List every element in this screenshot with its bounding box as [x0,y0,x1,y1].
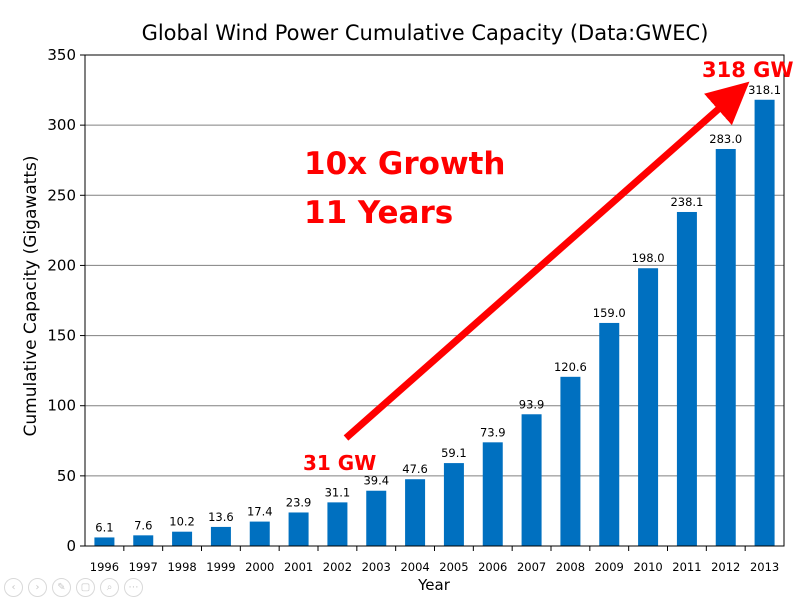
bar-value-label: 238.1 [670,195,703,209]
y-tick-label: 0 [66,537,76,555]
bar-2009 [599,322,620,546]
more-button[interactable]: ⋯ [124,578,143,597]
x-tick-label: 2009 [595,560,624,574]
x-tick-label: 2003 [362,560,391,574]
x-tick-label: 2007 [517,560,546,574]
bar-1999 [210,526,231,546]
bar-value-label: 13.6 [208,510,234,524]
bar-2004 [405,479,426,546]
bar-value-labels: 6.1 7.6 10.2 13.6 17.4 23.9 31.1 39.4 47.6 59.1 73… [95,83,781,535]
x-tick-label: 2005 [439,560,468,574]
y-tick-label: 300 [47,116,76,134]
x-tick-label: 2012 [711,560,740,574]
y-axis-label: Cumulative Capacity (Gigawatts) [21,155,41,436]
bar-value-label: 59.1 [441,446,467,460]
bar-2008 [560,376,581,546]
y-tick-label: 100 [47,397,76,415]
bar-2001 [288,512,309,546]
bars [94,99,775,546]
bar-value-label: 23.9 [286,495,312,509]
y-tick-label: 50 [57,467,76,485]
start-value-annotation: 31 GW [303,451,376,475]
y-axis-ticks: 0 50 100 150 200 250 300 350 [47,46,85,555]
bar-1998 [172,531,193,546]
x-tick-label: 2001 [284,560,313,574]
bar-value-label: 39.4 [363,474,389,488]
y-tick-label: 200 [47,256,76,274]
x-tick-label: 2000 [245,560,274,574]
x-tick-label: 2013 [750,560,779,574]
bar-2002 [327,502,348,546]
bar-value-label: 120.6 [554,360,587,374]
chevron-right-icon: › [35,582,40,593]
presentation-toolbar: ‹ › ✎ ▢ ⌕ ⋯ [4,578,143,597]
x-axis-label: Year [417,576,451,594]
pen-icon: ✎ [57,582,66,593]
growth-arrow [343,81,750,441]
x-tick-label: 2004 [400,560,429,574]
bar-2010 [638,268,659,546]
bar-value-label: 318.1 [748,83,781,97]
bar-2003 [366,490,387,546]
bar-value-label: 6.1 [95,520,113,534]
gridlines [85,124,784,477]
bar-value-label: 283.0 [709,132,742,146]
zoom-button[interactable]: ⌕ [100,578,119,597]
x-axis-ticks: 1996 1997 1998 1999 2000 2001 2002 2003 2004 2005… [90,546,779,574]
x-tick-label: 2008 [556,560,585,574]
y-tick-label: 150 [47,327,76,345]
slides-button[interactable]: ▢ [76,578,95,597]
x-tick-label: 2002 [323,560,352,574]
bar-1997 [133,535,154,546]
bar-value-label: 47.6 [402,462,428,476]
bar-value-label: 31.1 [325,485,351,499]
growth-annotation: 10x Growth [304,146,506,182]
bar-value-label: 17.4 [247,505,273,519]
next-button[interactable]: › [28,578,47,597]
zoom-icon: ⌕ [106,582,113,593]
end-value-annotation: 318 GW [702,58,794,82]
x-tick-label: 1996 [90,560,119,574]
bar-value-label: 198.0 [632,251,665,265]
x-tick-label: 1997 [129,560,158,574]
bar-2013 [754,99,775,546]
bar-2011 [676,211,697,546]
y-tick-label: 350 [47,46,76,64]
prev-button[interactable]: ‹ [4,578,23,597]
x-tick-label: 1998 [167,560,196,574]
bar-2012 [715,148,736,546]
bar-value-label: 73.9 [480,425,506,439]
bar-2006 [482,442,503,546]
more-icon: ⋯ [128,582,139,593]
slides-icon: ▢ [80,582,91,593]
x-tick-label: 2006 [478,560,507,574]
bar-1996 [94,537,115,546]
chevron-left-icon: ‹ [11,582,16,593]
bar-value-label: 93.9 [519,397,545,411]
bar-2005 [443,463,464,546]
bar-value-label: 10.2 [169,515,195,529]
bar-value-label: 7.6 [134,518,152,532]
x-tick-label: 2010 [633,560,662,574]
chart-title: Global Wind Power Cumulative Capacity (D… [142,21,709,45]
years-annotation: 11 Years [304,195,453,231]
y-tick-label: 250 [47,186,76,204]
pen-button[interactable]: ✎ [52,578,71,597]
bar-value-label: 159.0 [593,306,626,320]
x-tick-label: 1999 [206,560,235,574]
bar-2007 [521,414,542,546]
bar-2000 [249,521,270,546]
x-tick-label: 2011 [672,560,701,574]
